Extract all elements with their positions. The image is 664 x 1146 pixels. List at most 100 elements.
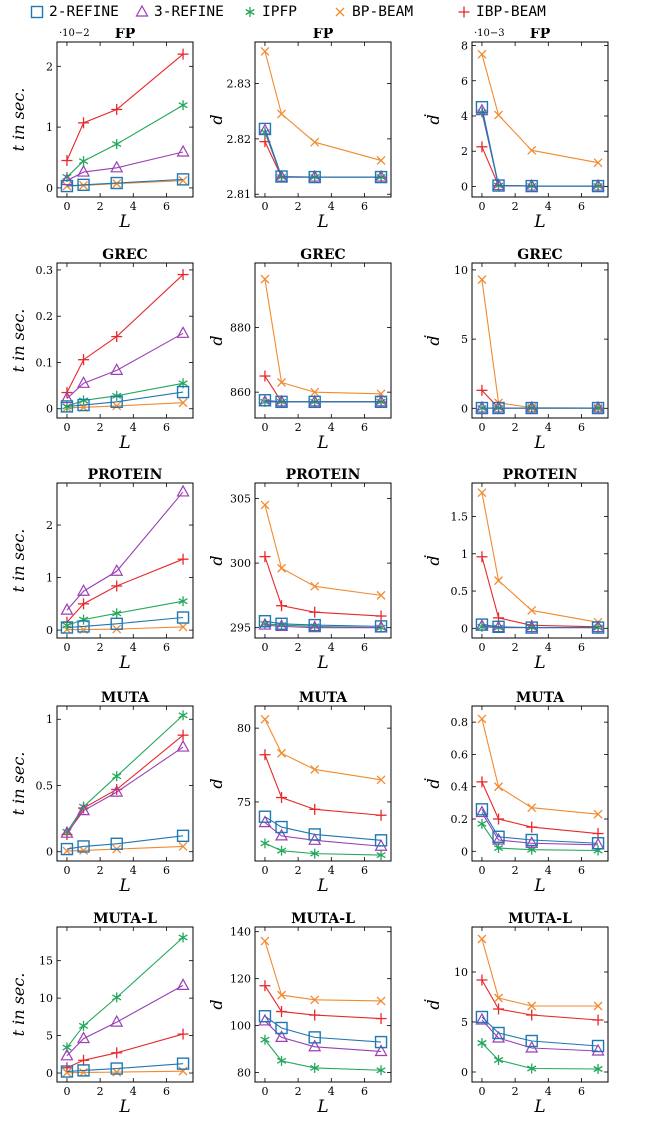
data-point: [376, 156, 386, 165]
x-tick-label: 0: [478, 641, 485, 654]
x-tick-label: 0: [478, 864, 485, 877]
data-point: [525, 835, 539, 848]
data-point: [110, 1062, 123, 1075]
series-line: [264, 128, 382, 178]
data-point: [178, 710, 188, 721]
x-tick-label: 2: [295, 1085, 302, 1098]
x-tick-label: 4: [130, 1085, 137, 1098]
y-tick-label: 2: [46, 60, 53, 73]
legend: 2-REFINE 3-REFINE IPFP BP-BEAM IBP-BEAM: [0, 0, 664, 28]
data-point: [60, 825, 74, 838]
data-point: [308, 828, 321, 841]
x-axis-label: L: [533, 653, 545, 673]
plot-area: [471, 482, 609, 639]
data-point: [178, 398, 188, 408]
series-line: [264, 1020, 382, 1053]
chart-title: MUTA: [516, 690, 565, 706]
data-point: [593, 1001, 603, 1011]
y-axis-label: t in sec.: [9, 529, 28, 593]
series-line: [66, 1070, 184, 1074]
series-line: [264, 624, 382, 629]
data-point: [258, 1010, 272, 1023]
data-point: [178, 596, 188, 607]
chart-title: MUTA-L: [291, 911, 355, 927]
data-point: [310, 1062, 320, 1073]
data-point: [78, 1020, 89, 1031]
data-point: [178, 176, 188, 186]
y-tick-label: 2: [461, 145, 468, 158]
chart-title: PROTEIN: [88, 467, 163, 483]
data-point: [260, 936, 270, 946]
x-axis-label: L: [533, 212, 545, 232]
data-point: [527, 803, 537, 813]
legend-label: 2-REFINE: [49, 4, 119, 20]
legend-marker: [30, 5, 44, 19]
series-line: [481, 389, 599, 409]
chart-title: MUTA: [101, 690, 150, 706]
y-tick-label: 2.82: [227, 133, 252, 146]
series-line: [264, 985, 382, 1020]
data-point: [494, 993, 503, 1003]
data-point: [310, 995, 320, 1005]
data-point: [475, 803, 489, 816]
data-point: [275, 394, 289, 407]
data-point: [527, 1001, 537, 1011]
x-tick-label: 6: [578, 864, 585, 877]
y-axis-label: t in sec.: [9, 973, 28, 1037]
axis-multiplier: ·10−2: [59, 28, 90, 39]
plot-area: [471, 262, 609, 419]
data-point: [176, 978, 190, 991]
x-tick-label: 2: [295, 864, 302, 877]
data-point: [60, 391, 74, 404]
data-point: [492, 401, 505, 415]
data-point: [591, 400, 605, 413]
data-point: [527, 145, 537, 155]
x-tick-label: 6: [163, 641, 170, 654]
plot-area: [56, 41, 194, 198]
data-point: [374, 395, 388, 409]
legend-marker-icon: [458, 6, 470, 18]
data-point: [112, 608, 122, 619]
series-line: [264, 556, 382, 617]
data-point: [111, 103, 123, 115]
x-tick-label: 0: [63, 641, 70, 654]
x-tick-label: 2: [512, 421, 519, 434]
data-point: [308, 395, 321, 409]
data-point: [110, 160, 124, 173]
chart-panel: MUTA 0 2 4 6 0 0.2 0.4 0.6 0.8 Lḋ: [423, 690, 609, 896]
x-tick-label: 2: [512, 641, 519, 654]
x-tick-label: 6: [361, 864, 368, 877]
data-point: [527, 1063, 537, 1074]
data-point: [591, 179, 605, 193]
legend-item: IBP-BEAM: [457, 4, 546, 20]
data-point: [177, 269, 189, 281]
series-line: [264, 1015, 382, 1043]
data-point: [60, 1065, 74, 1078]
series-line: [481, 938, 599, 1007]
data-point: [77, 840, 90, 853]
x-tick-label: 2: [295, 641, 302, 654]
data-point: [310, 765, 320, 774]
y-tick-label: 1: [46, 121, 53, 134]
legend-marker: [135, 5, 149, 17]
data-point: [112, 771, 122, 782]
data-point: [112, 179, 122, 189]
y-axis-label: d: [207, 114, 226, 124]
series-line: [66, 937, 184, 1048]
data-point: [476, 384, 488, 396]
series-line: [481, 809, 599, 844]
y-tick-label: 0.1: [36, 356, 54, 369]
data-point: [592, 1014, 604, 1026]
x-tick-label: 2: [512, 1085, 519, 1098]
x-tick-label: 4: [130, 421, 137, 434]
y-tick-label: 75: [237, 796, 251, 809]
data-point: [477, 1038, 487, 1048]
data-point: [277, 748, 286, 758]
data-point: [275, 828, 289, 841]
x-tick-label: 6: [578, 421, 585, 434]
series-line: [66, 332, 184, 399]
series-line: [264, 842, 382, 856]
series-line: [66, 600, 184, 626]
data-point: [77, 376, 91, 388]
y-tick-label: 0: [461, 845, 468, 858]
